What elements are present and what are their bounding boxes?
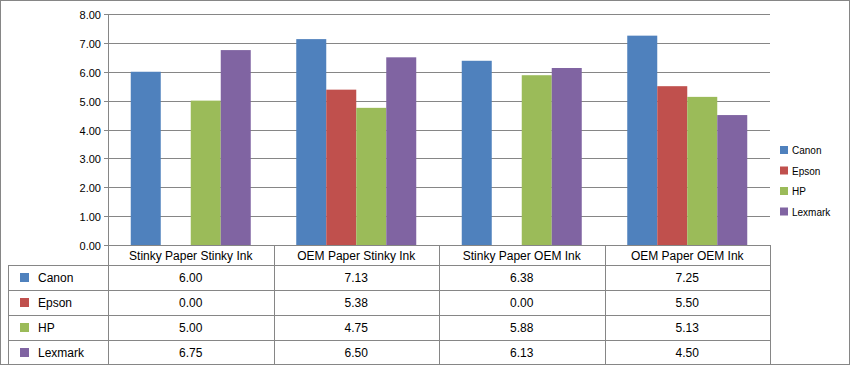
legend-key [780, 187, 788, 195]
table-value: 5.00 [179, 321, 203, 335]
category-label: OEM Paper Stinky Ink [297, 249, 416, 263]
table-legend-key [20, 348, 29, 357]
bar [191, 101, 221, 245]
grid-line [108, 14, 770, 15]
tick-mark [104, 245, 108, 246]
table-value: 0.00 [179, 296, 203, 310]
table-value: 6.50 [345, 346, 369, 360]
table-row-label: HP [38, 321, 55, 335]
y-tick-label: 6.00 [80, 67, 101, 79]
y-tick-label: 2.00 [80, 182, 101, 194]
bar [717, 115, 747, 245]
bar [296, 39, 326, 245]
bar [552, 68, 582, 245]
table-legend-key [20, 298, 29, 307]
legend-label: Epson [792, 166, 820, 177]
table-value: 7.25 [676, 271, 700, 285]
bar [326, 90, 356, 245]
tick-mark [104, 216, 108, 217]
y-axis-line [108, 14, 109, 245]
table-grid-line [108, 245, 109, 365]
bar [627, 36, 657, 245]
table-legend-key [20, 273, 29, 282]
legend-label: Canon [792, 145, 821, 156]
tick-mark [104, 130, 108, 131]
y-tick-label: 3.00 [80, 153, 101, 165]
y-tick-label: 7.00 [80, 38, 101, 50]
legend-key [780, 146, 788, 154]
table-grid-line [8, 290, 770, 291]
category-label: Stinky Paper Stinky Ink [129, 249, 253, 263]
bar [492, 245, 522, 246]
y-tick-label: 0.00 [80, 240, 101, 252]
table-value: 4.50 [676, 346, 700, 360]
chart-border [1, 1, 850, 365]
legend-label: Lexmark [792, 207, 831, 218]
table-value: 6.13 [510, 346, 534, 360]
bar [462, 61, 492, 245]
table-value: 5.50 [676, 296, 700, 310]
table-row-label: Lexmark [38, 346, 85, 360]
table-grid-line [8, 364, 770, 365]
table-grid-line [439, 245, 440, 365]
table-value: 0.00 [510, 296, 534, 310]
bar [386, 57, 416, 245]
grid-line [108, 72, 770, 73]
legend-label: HP [792, 186, 806, 197]
table-value: 5.88 [510, 321, 534, 335]
y-tick-label: 8.00 [80, 9, 101, 21]
table-value: 6.38 [510, 271, 534, 285]
category-label: Stinky Paper OEM Ink [463, 249, 582, 263]
legend-key [780, 167, 788, 175]
bar [161, 245, 191, 246]
table-grid-line [605, 245, 606, 365]
table-grid-line [274, 245, 275, 365]
table-value: 4.75 [345, 321, 369, 335]
bar [131, 72, 161, 245]
bar [356, 108, 386, 245]
grid-line [108, 43, 770, 44]
table-grid-line [8, 265, 770, 266]
table-value: 6.75 [179, 346, 203, 360]
chart-container: 0.00 1.00 2.00 3.00 4.00 5.00 6.00 7.00 8.00 Stin… [0, 0, 850, 365]
table-value: 7.13 [345, 271, 369, 285]
table-grid-line [770, 245, 771, 365]
tick-mark [104, 158, 108, 159]
table-value: 5.13 [676, 321, 700, 335]
bar [687, 97, 717, 245]
tick-mark [104, 14, 108, 15]
bar [522, 75, 552, 245]
y-tick-label: 1.00 [80, 211, 101, 223]
tick-mark [104, 72, 108, 73]
bar [657, 86, 687, 245]
category-label: OEM Paper OEM Ink [631, 249, 745, 263]
bars [131, 36, 748, 245]
table-value: 6.00 [179, 271, 203, 285]
chart-svg: 0.00 1.00 2.00 3.00 4.00 5.00 6.00 7.00 8.00 Stin… [0, 0, 850, 365]
tick-mark [104, 101, 108, 102]
y-tick-label: 5.00 [80, 96, 101, 108]
y-tick-label: 4.00 [80, 125, 101, 137]
table-row-label: Canon [38, 271, 73, 285]
table-row-label: Epson [38, 296, 72, 310]
tick-mark [104, 187, 108, 188]
table-grid-line [8, 315, 770, 316]
bar [221, 50, 251, 245]
legend-key [780, 208, 788, 216]
table-grid-line [8, 340, 770, 341]
tick-mark [104, 43, 108, 44]
table-value: 5.38 [345, 296, 369, 310]
table-legend-key [20, 323, 29, 332]
